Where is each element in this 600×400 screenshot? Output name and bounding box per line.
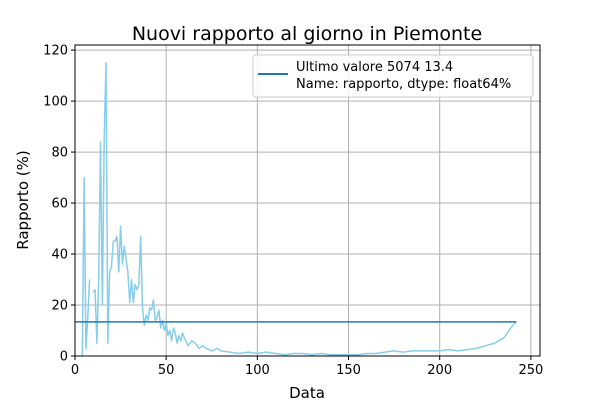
- y-tick-label: 0: [60, 350, 68, 365]
- series-line-data: [81, 62, 517, 357]
- y-tick-label: 20: [51, 299, 68, 314]
- y-tick-label: 120: [43, 44, 68, 59]
- y-tick-label: 80: [51, 146, 68, 161]
- legend-box: [252, 54, 534, 98]
- x-tick-label: 250: [518, 363, 543, 378]
- x-tick-label: 100: [245, 363, 270, 378]
- y-tick-label: 60: [51, 197, 68, 212]
- y-axis-label: Rapporto (%): [14, 150, 32, 249]
- chart-title: Nuovi rapporto al giorno in Piemonte: [132, 23, 482, 45]
- series-layer: [75, 62, 517, 357]
- legend-line-1: Ultimo valore 5074 13.4: [296, 60, 453, 75]
- x-tick-label: 200: [427, 363, 452, 378]
- x-tick-label: 0: [71, 363, 79, 378]
- x-tick-label: 50: [158, 363, 175, 378]
- x-tick-label: 150: [336, 363, 361, 378]
- y-tick-label: 100: [43, 95, 68, 110]
- x-axis-label: Data: [289, 384, 325, 400]
- legend-line-2: Name: rapporto, dtype: float64%: [296, 77, 511, 92]
- axis-ticks: 0 50 100 150 200 250 0 20 40 60 80 100 120: [43, 44, 543, 378]
- y-tick-label: 40: [51, 248, 68, 263]
- plot-frame: [74, 44, 541, 357]
- legend: Ultimo valore 5074 13.4 Name: rapporto, …: [252, 54, 534, 98]
